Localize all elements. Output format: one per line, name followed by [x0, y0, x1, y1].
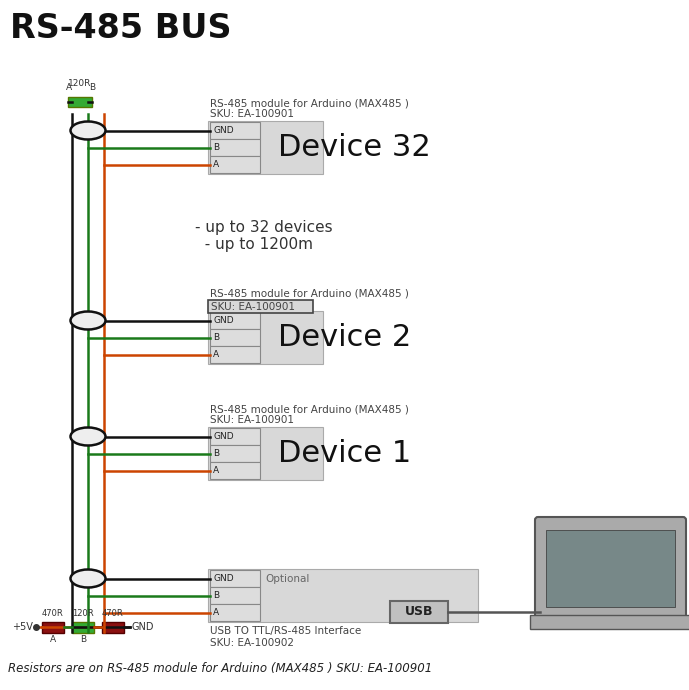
Text: USB TO TTL/RS-485 Interface: USB TO TTL/RS-485 Interface: [210, 626, 361, 636]
Text: +5V: +5V: [12, 622, 33, 632]
Text: A: A: [213, 466, 219, 475]
Text: 470R: 470R: [102, 609, 124, 618]
Text: GND: GND: [213, 126, 234, 135]
Text: SKU: EA-100901: SKU: EA-100901: [210, 415, 294, 425]
Text: A: A: [213, 350, 219, 359]
FancyBboxPatch shape: [210, 604, 260, 621]
Ellipse shape: [70, 428, 105, 446]
FancyBboxPatch shape: [210, 156, 260, 173]
Text: SKU: EA-100901: SKU: EA-100901: [211, 302, 295, 312]
FancyBboxPatch shape: [208, 300, 313, 313]
Text: 120R: 120R: [72, 609, 94, 618]
Text: SKU: EA-100901: SKU: EA-100901: [210, 109, 294, 119]
FancyBboxPatch shape: [68, 97, 92, 107]
FancyBboxPatch shape: [210, 570, 260, 587]
FancyBboxPatch shape: [72, 622, 94, 633]
Text: SKU: EA-100902: SKU: EA-100902: [210, 638, 294, 648]
Ellipse shape: [70, 311, 105, 330]
FancyBboxPatch shape: [210, 312, 260, 329]
FancyBboxPatch shape: [530, 615, 689, 629]
FancyBboxPatch shape: [208, 427, 323, 480]
Text: Device 2: Device 2: [278, 323, 411, 352]
FancyBboxPatch shape: [210, 346, 260, 363]
Text: GND: GND: [213, 316, 234, 325]
Text: B: B: [213, 449, 219, 458]
Text: A: A: [213, 160, 219, 169]
Text: GND: GND: [213, 432, 234, 441]
FancyBboxPatch shape: [210, 428, 260, 445]
Text: Optional: Optional: [265, 573, 309, 584]
FancyBboxPatch shape: [535, 517, 686, 618]
Text: B: B: [213, 143, 219, 152]
Text: GND: GND: [132, 622, 154, 632]
Text: RS-485 module for Arduino (MAX485 ): RS-485 module for Arduino (MAX485 ): [210, 404, 409, 414]
FancyBboxPatch shape: [210, 445, 260, 462]
FancyBboxPatch shape: [210, 139, 260, 156]
Text: Device 32: Device 32: [278, 133, 431, 162]
Text: - up to 1200m: - up to 1200m: [195, 237, 313, 252]
FancyBboxPatch shape: [210, 329, 260, 346]
FancyBboxPatch shape: [210, 462, 260, 479]
FancyBboxPatch shape: [42, 622, 64, 633]
Text: A: A: [50, 635, 56, 644]
FancyBboxPatch shape: [546, 530, 675, 607]
Ellipse shape: [70, 569, 105, 587]
Text: USB: USB: [404, 605, 433, 618]
Text: RS-485 BUS: RS-485 BUS: [10, 12, 232, 45]
FancyBboxPatch shape: [208, 569, 478, 622]
Text: B: B: [213, 333, 219, 342]
FancyBboxPatch shape: [390, 600, 448, 622]
Text: GND: GND: [213, 574, 234, 583]
FancyBboxPatch shape: [210, 587, 260, 604]
Text: B: B: [213, 591, 219, 600]
FancyBboxPatch shape: [102, 622, 124, 633]
Text: B: B: [89, 83, 95, 92]
FancyBboxPatch shape: [208, 311, 323, 364]
Text: Device 1: Device 1: [278, 439, 411, 468]
Ellipse shape: [70, 121, 105, 139]
Text: RS-485 module for Arduino (MAX485 ): RS-485 module for Arduino (MAX485 ): [210, 288, 409, 298]
Text: A: A: [66, 83, 72, 92]
Text: 120R: 120R: [68, 79, 92, 88]
Text: A: A: [213, 608, 219, 617]
Text: 470R: 470R: [42, 609, 64, 618]
Text: - up to 32 devices: - up to 32 devices: [195, 220, 333, 235]
Text: RS-485 module for Arduino (MAX485 ): RS-485 module for Arduino (MAX485 ): [210, 98, 409, 108]
FancyBboxPatch shape: [210, 122, 260, 139]
FancyBboxPatch shape: [208, 121, 323, 174]
Text: Resistors are on RS-485 module for Arduino (MAX485 ) SKU: EA-100901: Resistors are on RS-485 module for Ardui…: [8, 662, 432, 675]
Text: B: B: [80, 635, 86, 644]
